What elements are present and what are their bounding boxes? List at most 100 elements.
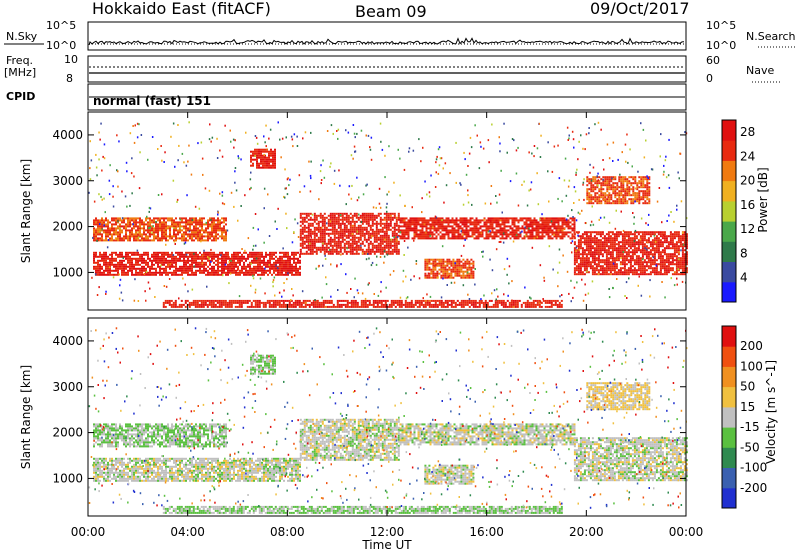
colorbar-tick-label: -100 [740,461,767,475]
velocity-colorbar-label: Velocity [m s^-1] [764,360,778,464]
colorbar-tick-label: 12 [740,222,755,236]
colorbar-tick-label: 50 [740,380,755,394]
colorbar-tick-label: 24 [740,149,755,163]
colorbar-swatch [722,180,736,202]
echo-region [250,354,276,375]
time-axis-label: Time UT [361,538,412,552]
x-tick-label: 20:00 [569,525,604,539]
power-y-axis-label: Slant Range [km] [19,159,33,263]
echo-region [424,464,475,485]
y-tick-label: 2000 [52,220,83,234]
echo-scatter [88,121,688,303]
echo-region [573,437,688,482]
echo-region [399,217,576,240]
date-label: 09/Oct/2017 [590,0,690,18]
colorbar-swatch [722,140,736,161]
colorbar-swatch [722,467,736,489]
x-tick-label: 12:00 [370,525,405,539]
colorbar-swatch [722,200,736,222]
colorbar-tick-label: 16 [740,198,755,212]
x-tick-label: 04:00 [170,525,205,539]
colorbar-swatch [722,366,736,388]
y-tick-label: 4000 [52,334,83,348]
colorbar-tick-label: 100 [740,359,763,373]
freq-tick-bottom: 8 [66,72,73,85]
nsky-panel [87,21,687,51]
power-data-layer [88,121,688,308]
echo-region [162,299,563,308]
nsky-trace [88,37,685,46]
velocity-plot-bg [88,318,686,516]
x-tick-label: 00:00 [71,525,106,539]
velocity-y-axis: 1000 2000 3000 4000 [52,334,686,485]
freq-unit: [MHz] [4,66,36,79]
cpid-panel [87,83,687,111]
velocity-y-axis-label: Slant Range [km] [19,365,33,469]
nsearch-label: N.Search [746,30,796,43]
echo-region [93,457,301,482]
colorbar-tick-label: 20 [740,174,755,188]
echo-region [162,505,563,514]
echo-region [586,382,651,411]
colorbar-tick-label: -50 [740,440,760,454]
station-title: Hokkaido East (fitACF) [92,0,271,18]
beam-label: Beam 09 [355,2,427,21]
colorbar-swatch [722,447,736,468]
echo-region [299,418,400,461]
colorbar-swatch [722,221,736,242]
echo-region [573,231,688,276]
colorbar-swatch [722,326,736,347]
nsky-tick-top: 10^5 [46,19,76,32]
colorbar-tick-label: 15 [740,400,755,414]
velocity-data-layer [88,327,688,514]
y-tick-label: 2000 [52,426,83,440]
colorbar-tick-label: -200 [740,481,767,495]
colorbar-swatch [722,346,736,367]
freq-tick-top: 10 [64,53,78,66]
cpid-text: normal (fast) 151 [93,94,211,108]
colorbar-tick-label: 28 [740,125,755,139]
nave-label: Nave [746,64,774,77]
nsearch-tick-bottom: 10^0 [706,39,736,52]
colorbar-swatch [722,386,736,408]
colorbar-frame [721,119,737,303]
colorbar-swatch [722,427,736,448]
x-tick-label: 00:00 [669,525,704,539]
colorbar-swatch [722,160,736,182]
echo-region [93,423,227,448]
power-panel: 1000 2000 3000 4000 Slant Range [km] 4 8 12 16… [19,111,770,311]
y-tick-label: 1000 [52,471,83,485]
echo-region [586,176,651,205]
colorbar-swatch [722,241,736,262]
y-tick-label: 4000 [52,128,83,142]
colorbar-tick-label: 200 [740,339,763,353]
velocity-panel: 1000 2000 3000 4000 Slant Range [km] 200 100… [19,317,778,517]
freq-panel [87,55,687,83]
colorbar-swatch [722,120,736,141]
x-tick-label: 16:00 [469,525,504,539]
colorbar-swatch [722,406,736,428]
time-axis: 00:00 04:00 08:00 12:00 16:00 20:00 00:00 [71,112,704,539]
colorbar-swatch [722,261,736,283]
colorbar-swatch [722,487,736,509]
colorbar-swatch [722,281,736,303]
nave-tick-top: 60 [706,54,720,67]
nave-tick-bottom: 0 [706,72,713,85]
colorbar-tick-label: 8 [740,246,748,260]
y-tick-label: 3000 [52,174,83,188]
cpid-label: CPID [6,90,35,103]
echo-scatter [88,327,688,509]
power-y-axis: 1000 2000 3000 4000 [52,128,686,279]
echo-region [250,148,276,169]
nsky-tick-bottom: 10^0 [46,39,76,52]
x-tick-label: 08:00 [270,525,305,539]
y-tick-label: 3000 [52,380,83,394]
colorbar-frame [721,325,737,509]
colorbar-tick-label: -15 [740,420,760,434]
y-tick-label: 1000 [52,265,83,279]
velocity-colorbar: 200 100 50 15 -15 -50 -100 -200 [721,325,767,509]
colorbar-tick-label: 4 [740,271,748,285]
power-colorbar: 4 8 12 16 20 24 28 [721,119,755,303]
power-colorbar-label: Power [dB] [756,167,770,232]
